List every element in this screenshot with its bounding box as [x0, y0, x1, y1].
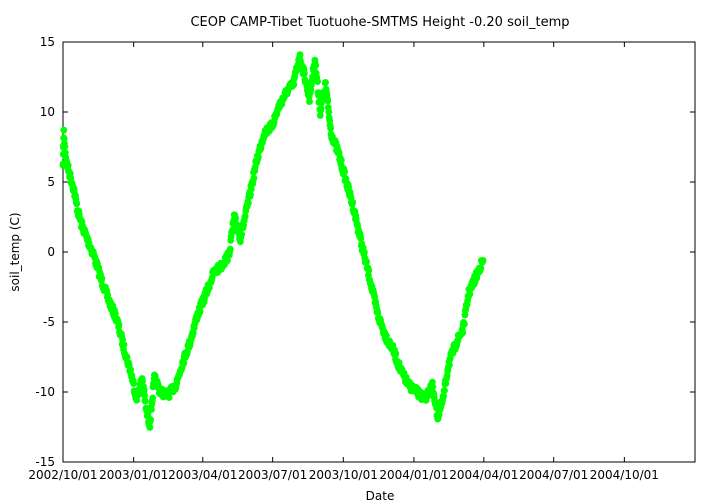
y-axis-label: soil_temp (C) [8, 212, 22, 291]
data-point [301, 70, 308, 78]
data-point [64, 161, 72, 169]
data-point [461, 320, 468, 328]
data-point [254, 153, 262, 161]
data-point [141, 392, 149, 399]
x-axis: 2002/10/01 2003/01/01 2003/04/01 2003/07/01… [28, 42, 659, 482]
x-tick-label: 2004/10/01 [590, 468, 659, 482]
data-point [327, 124, 334, 132]
data-point [429, 383, 437, 391]
data-point [238, 231, 246, 238]
data-point [441, 387, 448, 394]
data-point [61, 143, 69, 151]
data-point [383, 332, 390, 339]
data-point [341, 168, 348, 176]
data-point [307, 86, 315, 94]
data-point [459, 329, 467, 337]
data-point [146, 424, 154, 431]
data-point [290, 81, 298, 89]
data-series [59, 51, 487, 431]
data-point [123, 353, 131, 361]
data-point [120, 341, 128, 348]
data-point [324, 97, 332, 105]
data-point [312, 62, 320, 69]
data-point [314, 78, 321, 85]
x-tick-label: 2004/07/01 [519, 468, 588, 482]
data-point [60, 135, 68, 142]
data-point [247, 186, 255, 193]
y-tick-label: 5 [47, 175, 55, 189]
y-tick-label: 0 [47, 245, 55, 259]
data-point [357, 235, 365, 242]
x-tick-label: 2002/10/01 [28, 468, 97, 482]
data-point [365, 267, 373, 274]
data-point [60, 126, 68, 134]
y-tick-label: -5 [43, 315, 55, 329]
y-tick-label: -15 [35, 455, 55, 469]
data-point [224, 257, 231, 264]
data-point [306, 98, 313, 105]
data-point [112, 310, 119, 317]
data-point [232, 214, 240, 222]
y-tick-label: -10 [35, 385, 55, 399]
data-point [338, 156, 345, 164]
data-point [115, 321, 123, 329]
chart-title: CEOP CAMP-Tibet Tuotuohe-SMTMS Height -0… [190, 15, 569, 30]
data-point [165, 394, 173, 401]
data-point [196, 308, 204, 316]
data-point [247, 191, 254, 199]
data-point [139, 377, 146, 385]
data-point [392, 350, 400, 357]
data-point [446, 361, 453, 369]
data-point [325, 108, 333, 116]
data-point [149, 394, 157, 402]
data-point [316, 112, 324, 119]
data-point [317, 104, 325, 112]
data-point [241, 212, 249, 220]
y-tick-label: 15 [40, 35, 55, 49]
data-point [142, 397, 149, 405]
data-point [98, 274, 106, 282]
y-axis: -15 -10 -5 0 5 10 15 [35, 35, 695, 469]
data-point [226, 245, 234, 253]
x-tick-label: 2003/04/01 [168, 468, 237, 482]
data-point [144, 411, 152, 418]
plot-frame [62, 41, 696, 463]
x-tick-label: 2003/01/01 [99, 468, 168, 482]
data-point [479, 257, 487, 264]
x-tick-label: 2004/04/01 [449, 468, 518, 482]
data-point [477, 264, 485, 272]
data-point [296, 51, 304, 59]
x-tick-label: 2004/01/01 [379, 468, 448, 482]
x-axis-label: Date [366, 489, 395, 503]
x-tick-label: 2003/07/01 [238, 468, 307, 482]
data-point [147, 416, 155, 423]
data-point [180, 359, 188, 367]
data-point [374, 309, 382, 317]
y-tick-label: 10 [40, 105, 55, 119]
data-point [440, 392, 447, 400]
data-point [130, 380, 138, 387]
data-point [148, 406, 155, 413]
data-point [244, 199, 252, 207]
data-point [363, 258, 370, 266]
data-point [250, 174, 258, 182]
data-point [349, 198, 357, 206]
data-point [140, 386, 148, 394]
data-point [361, 248, 368, 256]
data-point [322, 79, 329, 86]
x-tick-label: 2003/10/01 [309, 468, 378, 482]
data-point [73, 200, 81, 208]
